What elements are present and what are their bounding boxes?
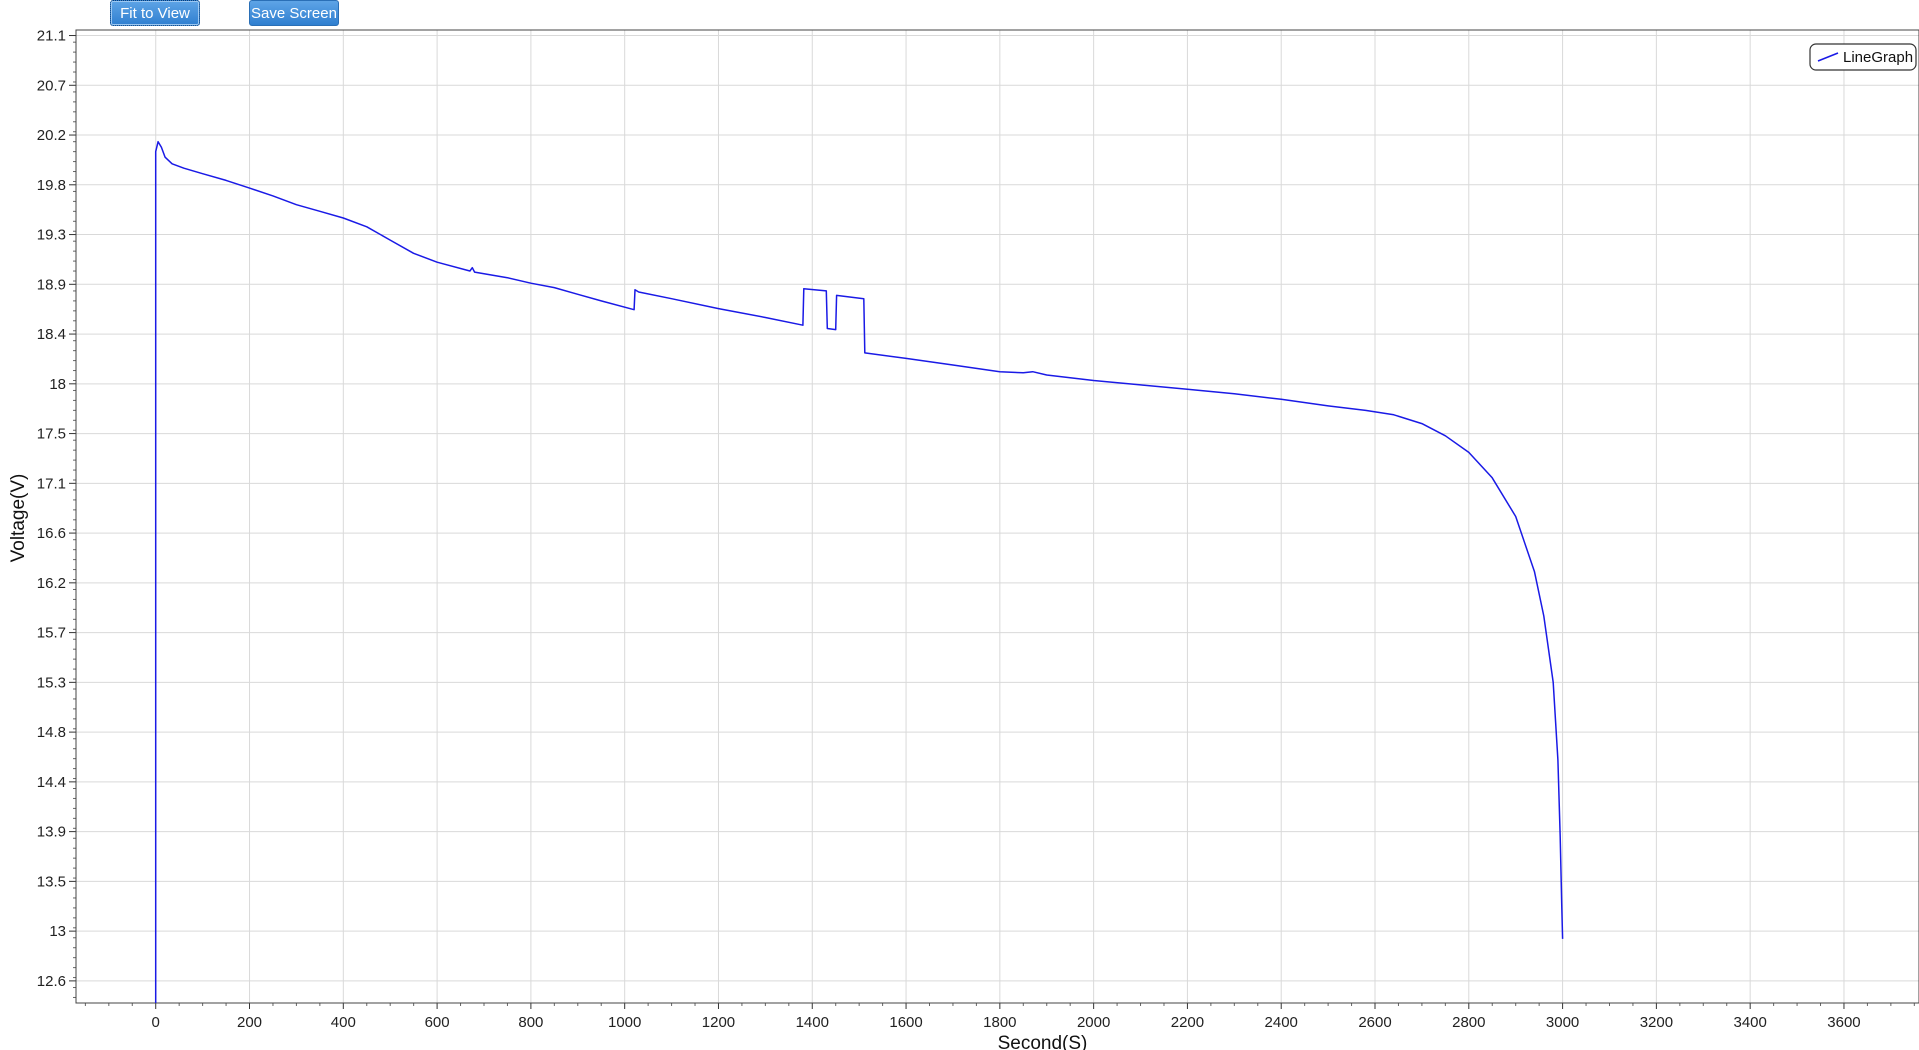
y-tick-label: 18.9 [37,276,66,293]
x-tick-label: 200 [237,1014,262,1031]
y-tick-label: 16.6 [37,525,66,542]
legend-swatch [1817,52,1839,62]
legend-label: LineGraph [1843,49,1913,66]
y-tick-label: 13 [49,923,66,940]
x-tick-label: 2400 [1265,1014,1298,1031]
x-tick-label: 3000 [1546,1014,1579,1031]
y-axis-title: Voltage(V) [8,474,29,563]
y-tick-label: 18 [49,376,66,393]
y-tick-label: 13.5 [37,873,66,890]
y-tick-label: 17.1 [37,475,66,492]
save-screen-button[interactable]: Save Screen [249,0,339,26]
x-tick-label: 2200 [1171,1014,1204,1031]
x-tick-label: 2800 [1452,1014,1485,1031]
y-tick-label: 13.9 [37,824,66,841]
series-group [154,140,1564,1003]
x-tick-label: 2000 [1077,1014,1110,1031]
y-tick-label: 18.4 [37,326,66,343]
y-tick-label: 15.7 [37,625,66,642]
plot-frame [75,29,1919,1004]
x-tick-label: 3600 [1827,1014,1860,1031]
y-tick-label: 16.2 [37,575,66,592]
x-axis-ticks: 0 200 400 600 800 1000 1200 1400 1600 1800 2000 220… [84,1003,1915,1031]
y-tick-label: 21.1 [37,28,66,45]
x-tick-label: 2600 [1358,1014,1391,1031]
x-tick-label: 600 [425,1014,450,1031]
x-tick-label: 1000 [608,1014,641,1031]
y-axis-ticks: 12.6 13 13.5 13.9 14.4 14.8 15.3 15.7 16.2 16.6 17… [37,28,76,998]
x-tick-label: 1400 [796,1014,829,1031]
x-tick-label: 0 [152,1014,160,1031]
y-tick-label: 19.3 [37,227,66,244]
y-tick-label: 20.2 [37,127,66,144]
legend[interactable]: LineGraph [1809,43,1917,71]
x-tick-label: 3200 [1640,1014,1673,1031]
grid-lines [76,30,1919,1003]
y-tick-label: 19.8 [37,177,66,194]
y-tick-label: 14.8 [37,724,66,741]
x-tick-label: 3400 [1733,1014,1766,1031]
series-line [154,140,1564,1003]
y-tick-label: 20.7 [37,77,66,94]
y-tick-label: 14.4 [37,774,66,791]
x-tick-label: 800 [518,1014,543,1031]
fit-to-view-button[interactable]: Fit to View [110,0,200,26]
y-tick-label: 12.6 [37,973,66,990]
x-tick-label: 1200 [702,1014,735,1031]
toolbar: Fit to View Save Screen [0,0,1919,30]
x-tick-label: 400 [331,1014,356,1031]
y-tick-label: 17.5 [37,426,66,443]
x-axis-title: Second(S) [998,1033,1088,1050]
x-tick-label: 1600 [889,1014,922,1031]
y-tick-label: 15.3 [37,674,66,691]
x-tick-label: 1800 [983,1014,1016,1031]
legend-box [1809,43,1917,71]
